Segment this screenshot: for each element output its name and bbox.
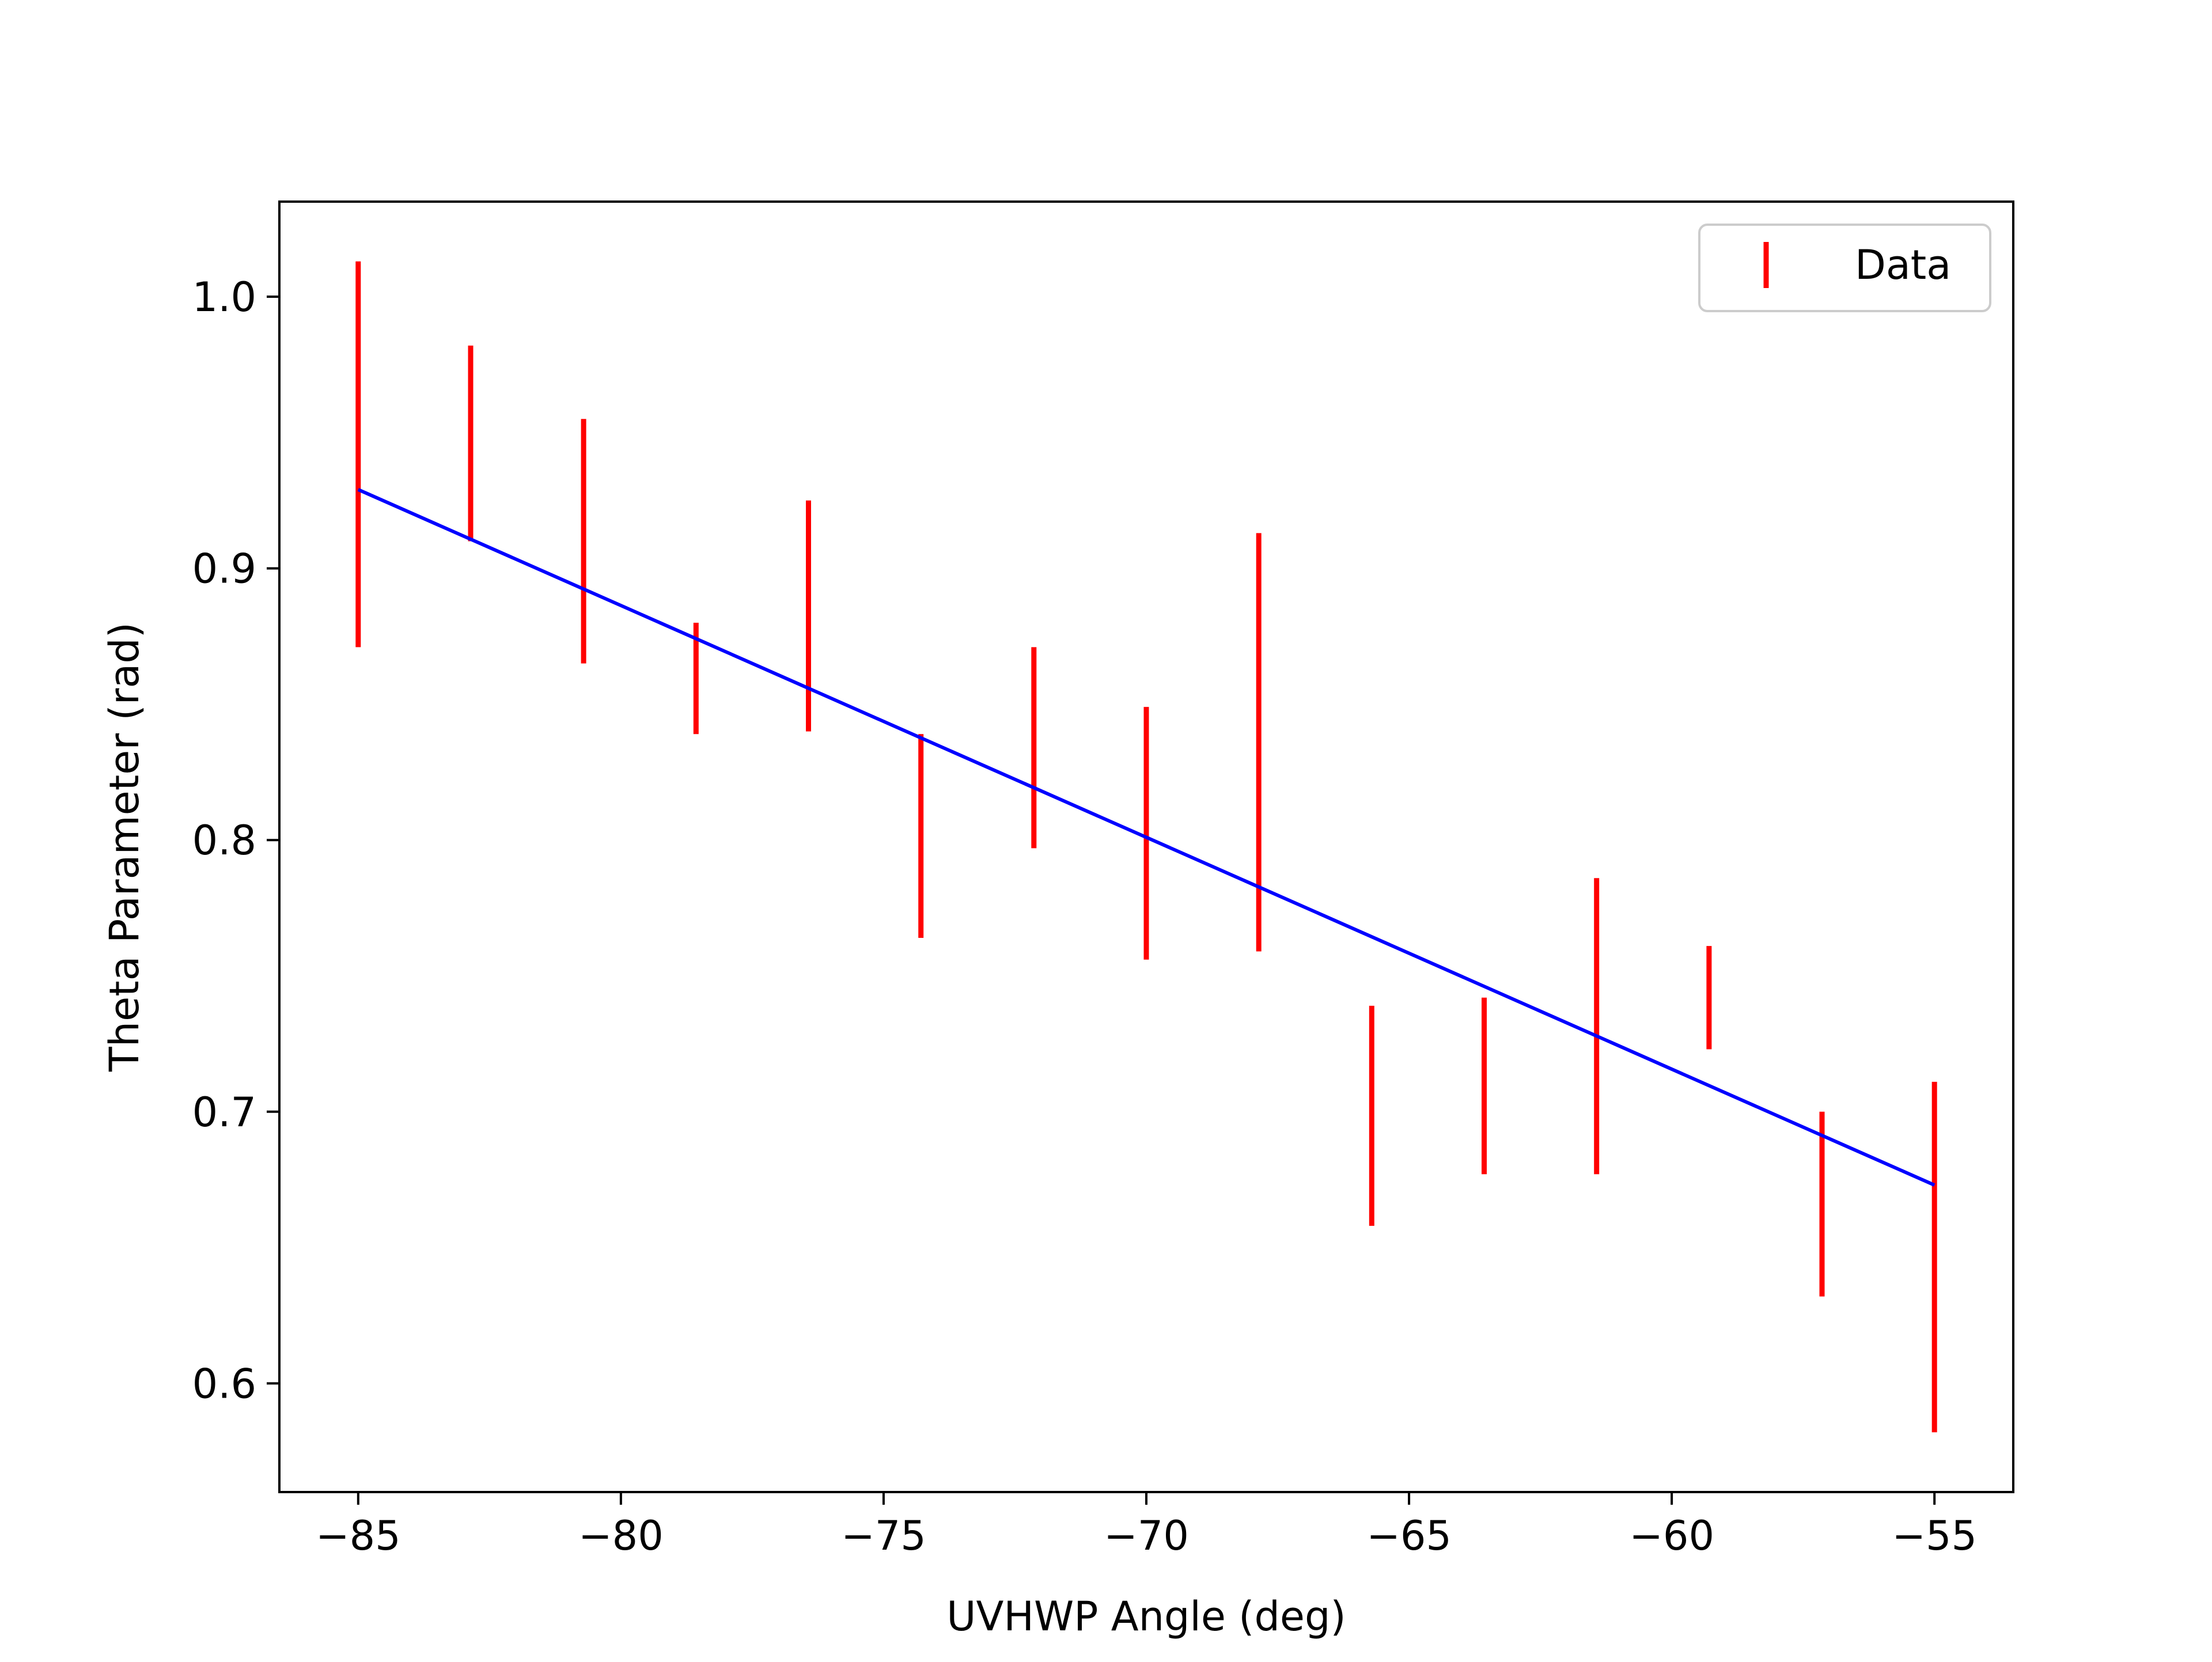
y-axis-label: Theta Parameter (rad) <box>101 622 148 1072</box>
y-tick-label-0: 0.6 <box>192 1360 256 1407</box>
x-tick-label-1: −80 <box>578 1512 664 1559</box>
legend: Data <box>1698 224 1991 312</box>
legend-box <box>1698 224 1991 312</box>
y-tick-label-2: 0.8 <box>192 817 256 864</box>
marks-layer <box>355 261 1937 1433</box>
x-axis: −85 −80 −75 −70 −65 −60 −55 <box>316 1492 1977 1559</box>
y-axis: 0.6 0.7 0.8 0.9 1.0 <box>192 274 279 1407</box>
fit-line <box>357 488 1936 1187</box>
x-tick-label-6: −55 <box>1892 1512 1977 1559</box>
y-tick-label-1: 0.7 <box>192 1089 256 1136</box>
x-tick-label-5: −60 <box>1629 1512 1714 1559</box>
legend-entry-data: Data <box>1855 241 1951 289</box>
y-tick-label-3: 0.9 <box>192 546 256 593</box>
x-tick-label-2: −75 <box>841 1512 926 1559</box>
x-tick-label-0: −85 <box>316 1512 401 1559</box>
x-tick-label-4: −65 <box>1366 1512 1452 1559</box>
y-tick-label-4: 1.0 <box>192 274 256 321</box>
x-tick-label-3: −70 <box>1104 1512 1189 1559</box>
x-axis-label: UVHWP Angle (deg) <box>946 1593 1346 1640</box>
